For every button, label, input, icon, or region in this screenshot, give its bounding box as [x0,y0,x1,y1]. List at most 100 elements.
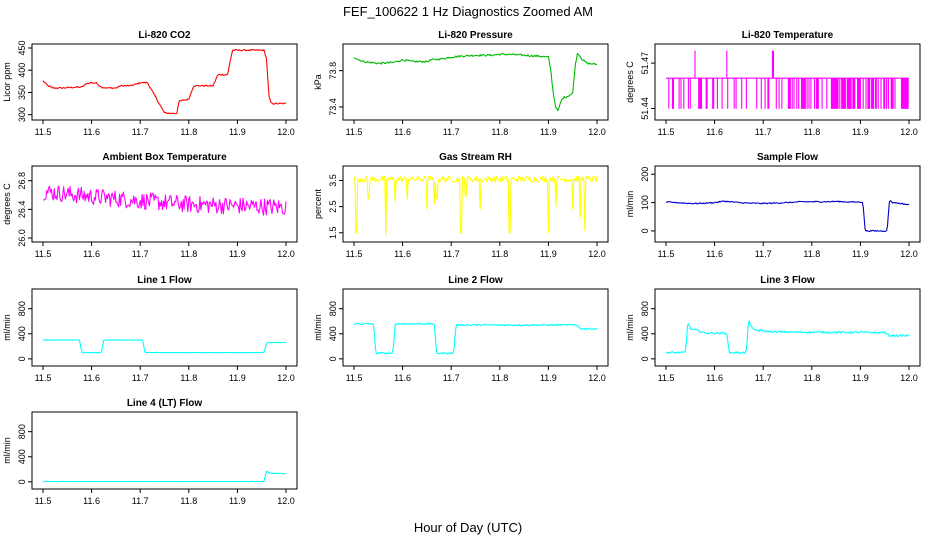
y-axis-label: ml/min [2,314,12,341]
panel-line2: Line 2 Flow ml/min 11.5 11.6 11.7 11.8 11.9 12.… [313,275,609,383]
y-tick-label: 400 [17,63,27,78]
x-tick-label: 11.5 [35,373,52,383]
series-line-sample_flow [665,200,910,233]
x-tick-label: 11.6 [706,373,723,383]
y-tick-label: 800 [17,301,27,316]
y-tick-label: 51.47 [640,52,650,75]
figure-x-axis-label: Hour of Day (UTC) [414,520,522,535]
x-tick-label: 12.0 [900,249,918,259]
series-line-line1 [42,339,286,354]
y-tick-label: 73.8 [328,62,338,80]
series-line-co2 [42,49,287,115]
y-tick-label: 26.8 [17,172,27,190]
x-tick-label: 11.6 [394,249,411,259]
y-tick-label: 300 [17,107,27,122]
panel-title: Sample Flow [757,152,818,163]
y-tick-label: 0 [17,479,27,484]
x-tick-label: 11.6 [83,373,100,383]
y-axis-label: ml/min [625,191,635,218]
y-tick-label: 400 [17,449,27,464]
x-tick-label: 12.0 [588,127,606,137]
y-tick-label: 26.0 [17,229,27,247]
panel-frame [31,411,298,490]
x-tick-label: 12.0 [277,127,295,137]
y-tick-label: 2.5 [328,200,338,213]
series-line-gas_rh [353,175,598,236]
panel-line4: Line 4 (LT) Flow ml/min 11.5 11.6 11.7 11.8 11… [2,398,298,506]
x-tick-label: 12.0 [900,373,918,383]
x-tick-label: 11.9 [852,249,869,259]
x-tick-label: 11.7 [132,373,149,383]
x-tick-label: 11.8 [491,249,508,259]
x-tick-label: 11.6 [394,127,411,137]
x-tick-label: 11.7 [443,249,460,259]
y-tick-label: 800 [17,424,27,439]
x-tick-label: 11.5 [346,373,363,383]
x-tick-label: 11.8 [491,127,508,137]
series-line-line3 [665,320,910,355]
y-tick-label: 400 [328,326,338,341]
y-axis-label: kPa [313,74,323,90]
panel-line3: Line 3 Flow ml/min 11.5 11.6 11.7 11.8 11.9 12.… [625,275,921,383]
y-axis-label: degrees C [2,183,12,225]
y-axis-label: degrees C [625,61,635,103]
x-tick-label: 12.0 [588,249,606,259]
y-axis-label: ml/min [313,314,323,341]
y-axis-label: ml/min [625,314,635,341]
x-tick-label: 11.8 [180,127,197,137]
y-tick-label: 51.44 [640,97,650,120]
x-tick-label: 11.9 [229,249,246,259]
series-line-licor_temp [666,50,909,109]
x-tick-label: 11.7 [755,249,772,259]
series-line-pressure [353,52,598,112]
y-tick-label: 1.5 [328,227,338,240]
panel-frame [31,165,298,243]
panel-title: Line 4 (LT) Flow [127,398,203,409]
x-tick-label: 12.0 [588,373,606,383]
x-tick-label: 11.9 [540,373,557,383]
panel-frame [31,43,298,121]
y-axis-label: percent [313,188,323,219]
x-tick-label: 11.9 [229,127,246,137]
x-tick-label: 11.9 [852,373,869,383]
x-tick-label: 11.9 [229,373,246,383]
series-line-line2 [353,322,598,355]
panel-grid: Li-820 CO2 Licor ppm 11.5 11.6 11.7 11.8 11.9 1… [2,30,921,506]
x-tick-label: 11.7 [755,127,772,137]
x-tick-label: 11.9 [540,127,557,137]
x-tick-label: 11.5 [658,127,675,137]
x-tick-label: 11.8 [180,373,197,383]
y-tick-label: 800 [640,301,650,316]
y-axis-label: ml/min [2,437,12,464]
x-tick-label: 12.0 [277,496,295,506]
y-tick-label: 800 [328,301,338,316]
x-tick-label: 11.6 [83,496,100,506]
x-tick-label: 11.8 [803,127,820,137]
x-tick-label: 11.5 [35,496,52,506]
x-tick-label: 11.8 [803,249,820,259]
panel-gas_rh: Gas Stream RH percent 11.5 11.6 11.7 11.8 11.9… [313,152,609,259]
panel-ambient_temp: Ambient Box Temperature degrees C 11.5 11.6… [2,152,298,259]
y-tick-label: 0 [328,356,338,361]
panel-frame [654,288,921,367]
x-tick-label: 11.8 [803,373,820,383]
panel-title: Line 1 Flow [137,275,192,286]
y-tick-label: 73.4 [328,98,338,116]
y-tick-label: 100 [640,195,650,210]
y-tick-label: 350 [17,85,27,100]
y-tick-label: 0 [640,228,650,233]
x-tick-label: 11.7 [132,127,149,137]
series-line-line4 [42,470,286,483]
x-tick-label: 11.8 [180,249,197,259]
panel-frame [342,43,609,121]
panel-frame [342,165,609,243]
y-tick-label: 450 [17,40,27,55]
y-tick-label: 26.4 [17,201,27,219]
x-tick-label: 11.6 [83,249,100,259]
panel-frame [31,288,298,367]
panel-title: Gas Stream RH [439,152,512,163]
x-tick-label: 11.7 [132,496,149,506]
panel-title: Li-820 Pressure [438,30,513,41]
x-tick-label: 11.6 [706,127,723,137]
